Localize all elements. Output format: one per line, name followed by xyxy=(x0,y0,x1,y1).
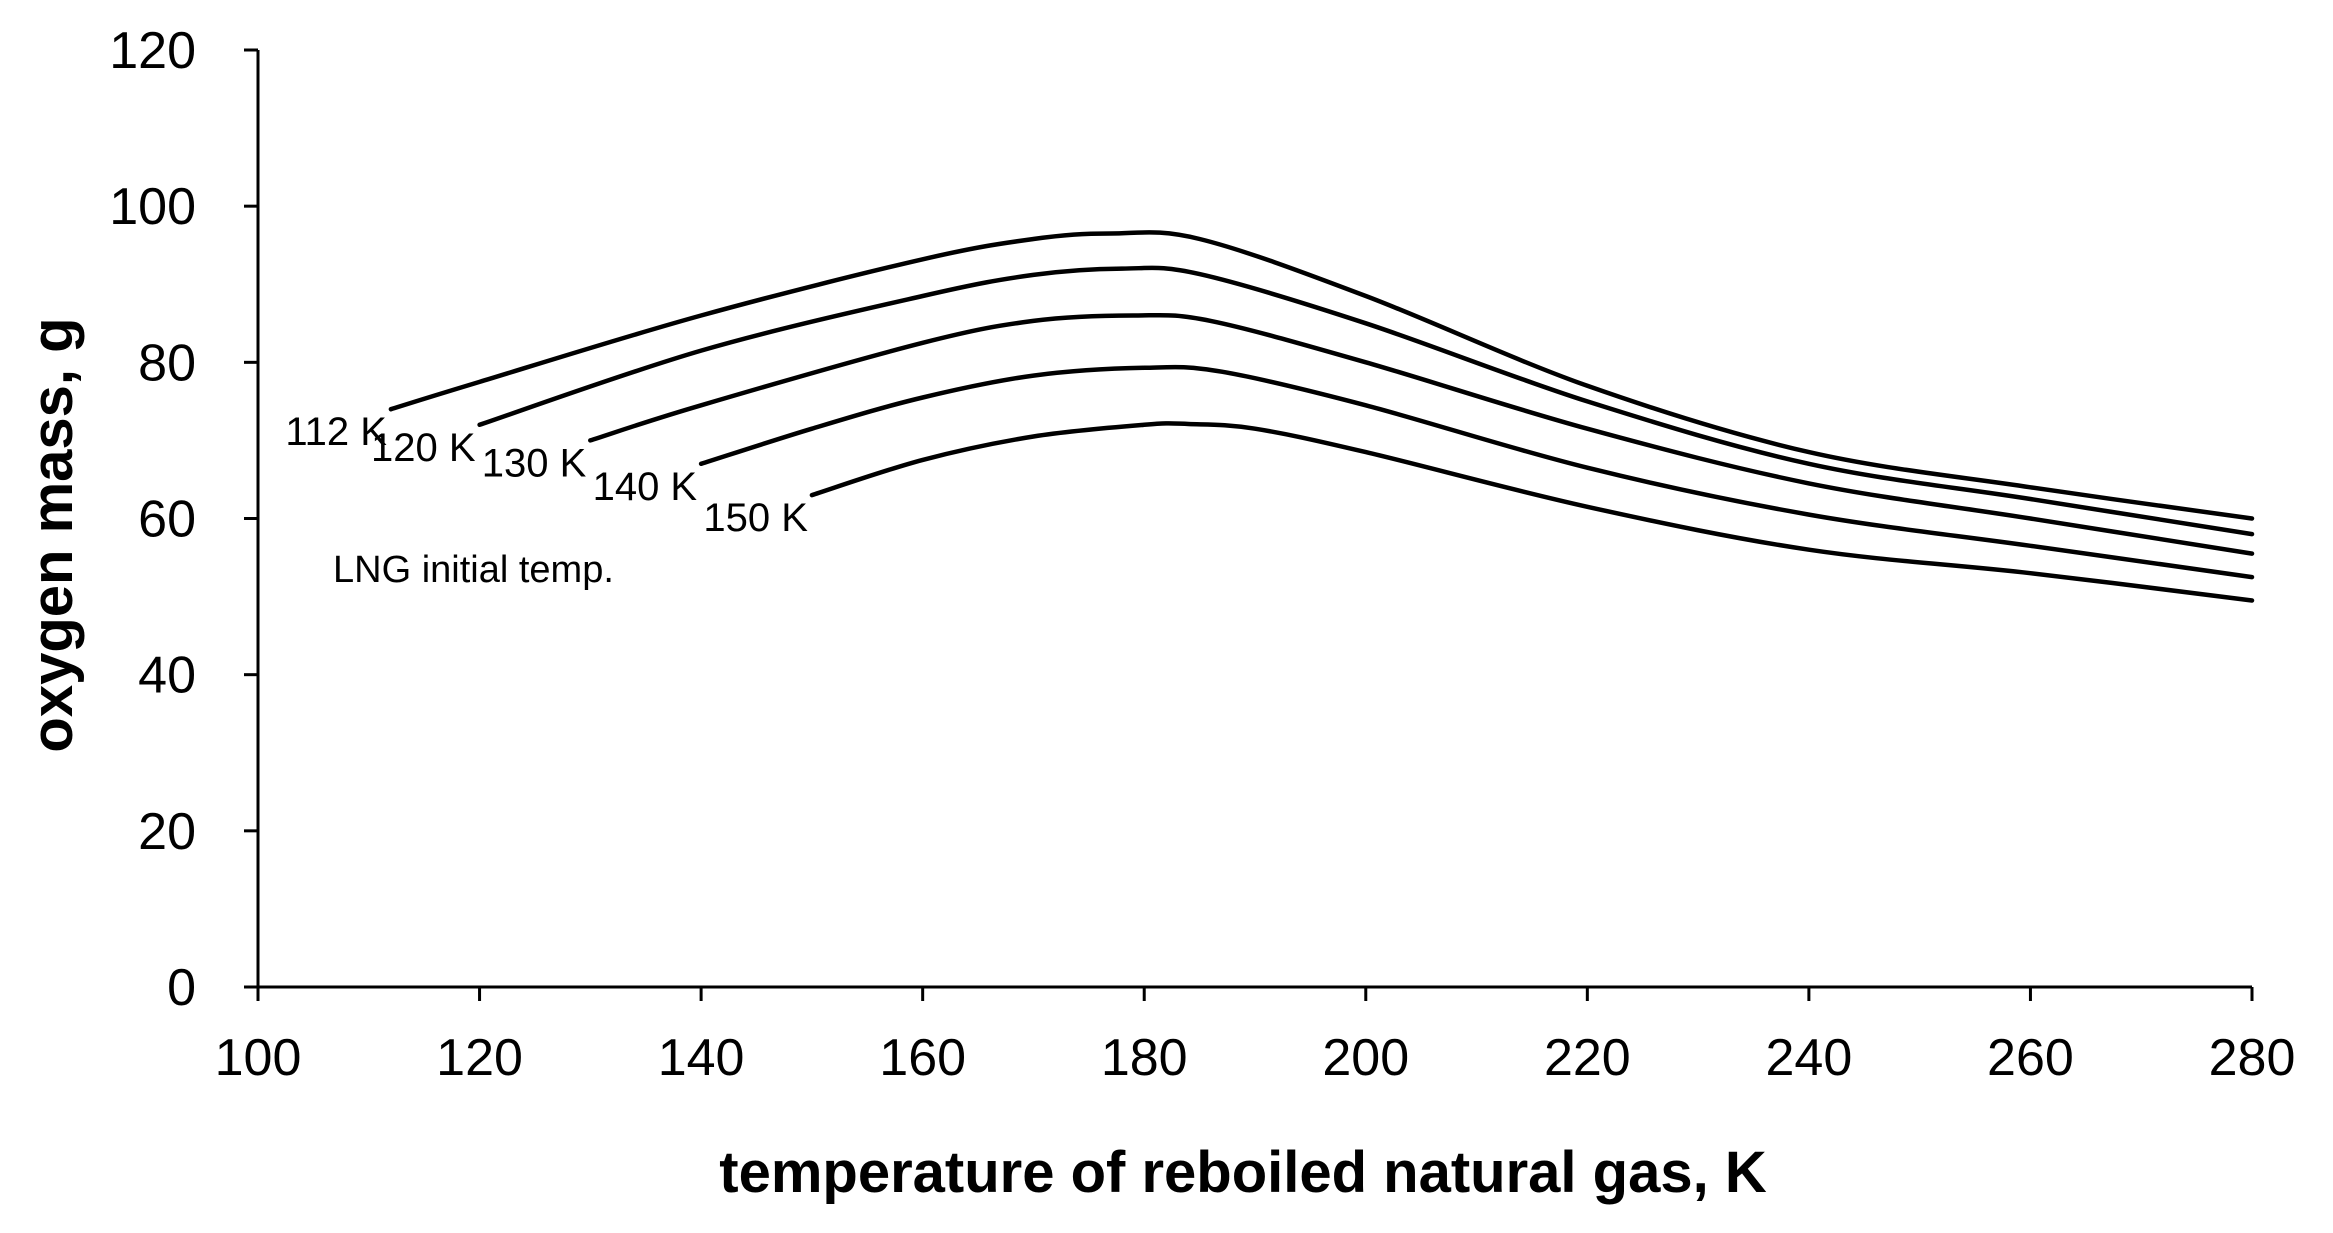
series-label: 150 K xyxy=(703,496,808,540)
series-label: 120 K xyxy=(371,426,476,470)
x-tick-label: 180 xyxy=(1101,1029,1188,1087)
y-axis-title: oxygen mass, g xyxy=(20,317,85,752)
series-label: 130 K xyxy=(482,441,587,485)
y-tick-label: 20 xyxy=(138,803,196,861)
series-line-130k xyxy=(588,312,2255,556)
x-tick-label: 240 xyxy=(1766,1029,1853,1087)
series-lines xyxy=(388,230,2255,603)
y-tick-label: 100 xyxy=(109,178,196,236)
x-tick-label: 120 xyxy=(436,1029,523,1087)
x-tick-label: 100 xyxy=(215,1029,302,1087)
annotation-lng-initial-temp: LNG initial temp. xyxy=(333,549,614,591)
x-tick-label: 160 xyxy=(879,1029,966,1087)
series-line-112k xyxy=(388,230,2255,521)
y-tick-label: 0 xyxy=(167,959,196,1017)
y-tick-label: 40 xyxy=(138,647,196,705)
series-label: 112 K xyxy=(285,410,387,454)
y-tick-label: 80 xyxy=(138,334,196,392)
series-line-120k xyxy=(477,265,2255,537)
x-tick-label: 140 xyxy=(658,1029,745,1087)
series-label: 140 K xyxy=(593,465,698,509)
y-tick-label: 60 xyxy=(138,491,196,549)
x-tick-label: 220 xyxy=(1544,1029,1631,1087)
x-axis-title: temperature of reboiled natural gas, K xyxy=(719,1140,1767,1205)
ticks: 100 120 140 160 180 200 220 240 260 280 0 20 40 60 80 1… xyxy=(109,22,2295,1087)
series-line-140k xyxy=(698,364,2255,580)
x-tick-label: 260 xyxy=(1987,1029,2074,1087)
y-tick-label: 120 xyxy=(109,22,196,80)
series-line-150k xyxy=(809,421,2255,603)
x-tick-label: 200 xyxy=(1322,1029,1409,1087)
x-tick-label: 280 xyxy=(2209,1029,2296,1087)
axes xyxy=(256,50,2252,989)
